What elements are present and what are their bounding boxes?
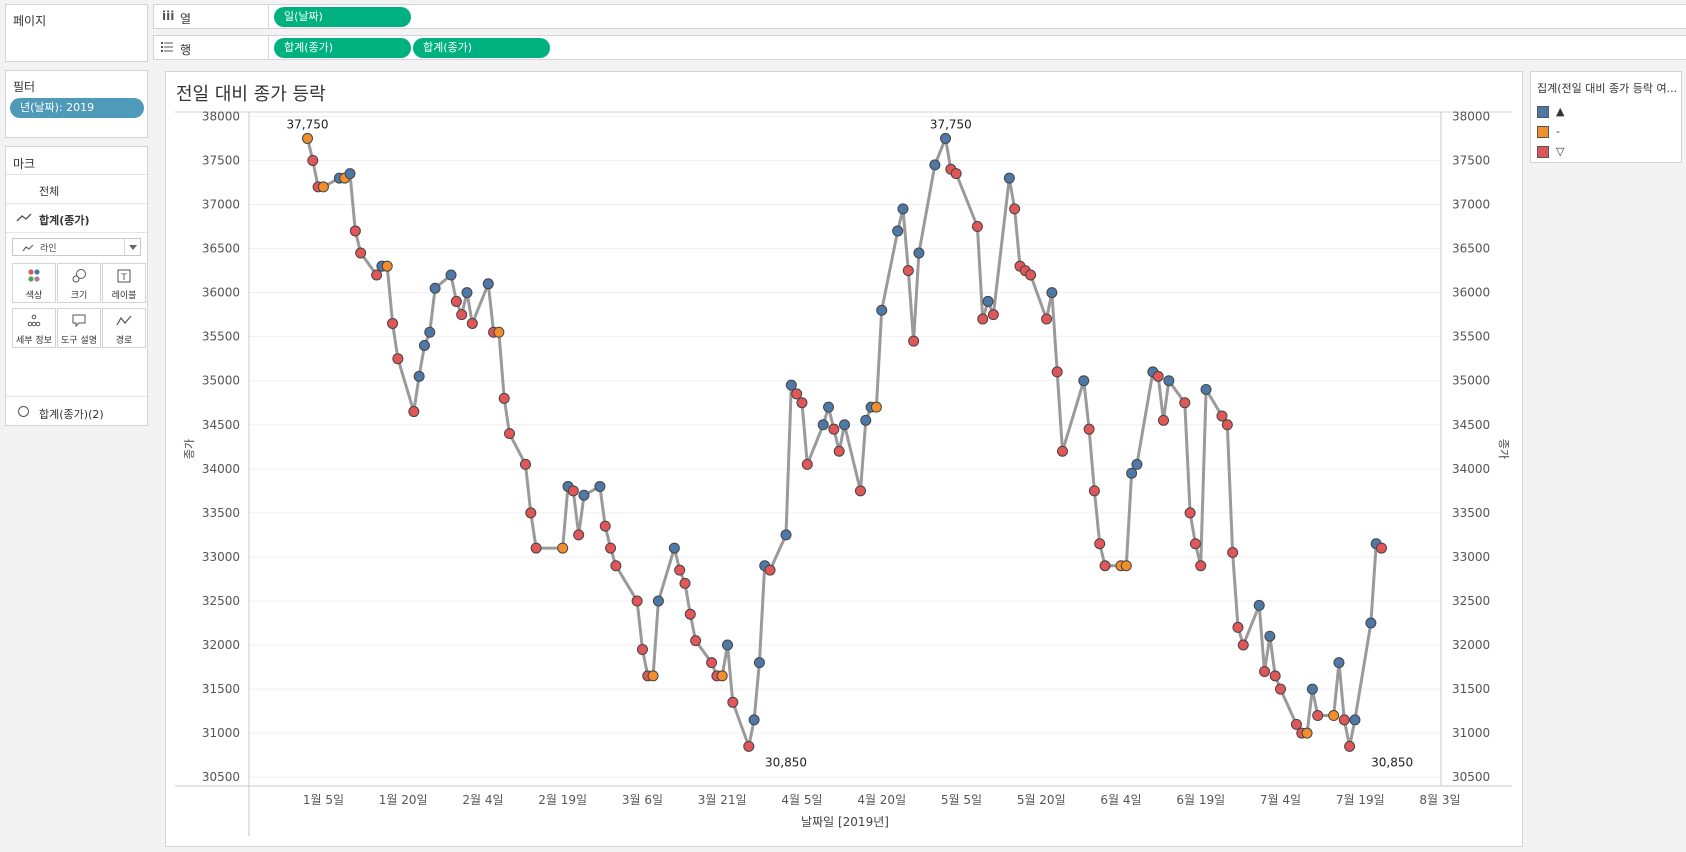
legend-swatch-down	[1537, 146, 1549, 158]
tooltip-icon	[58, 313, 100, 333]
list-icon	[161, 41, 173, 53]
legend-label-up: ▲	[1556, 105, 1565, 118]
line-icon	[16, 212, 32, 226]
rows-shelf[interactable]: 행 합계(종가) 합계(종가)	[153, 35, 1686, 60]
mark-type-select[interactable]: 라인	[12, 238, 141, 256]
filters-card: 필터 년(날짜): 2019	[5, 70, 148, 138]
marks-tab-series2-label: 합계(종가)(2)	[39, 408, 104, 421]
chevron-down-icon	[129, 245, 137, 250]
filters-title: 필터	[13, 80, 36, 94]
tooltip-button[interactable]: 도구 설명	[57, 308, 101, 348]
label-icon: T	[103, 268, 145, 288]
color-icon	[13, 268, 55, 288]
color-button-label: 색상	[25, 291, 43, 301]
legend-card: 집계(전일 대비 종가 등락 여... ▲ - ▽	[1530, 71, 1682, 163]
columns-label: 열	[180, 12, 192, 26]
label-button-label: 레이블	[111, 291, 137, 301]
columns-icon: iii	[162, 9, 175, 23]
legend-item-flat[interactable]: -	[1537, 125, 1677, 141]
rows-pill-close-2[interactable]: 합계(종가)	[413, 38, 550, 58]
legend-title: 집계(전일 대비 종가 등락 여...	[1537, 82, 1678, 95]
path-icon	[103, 313, 145, 333]
columns-pill-date[interactable]: 일(날짜)	[274, 7, 411, 27]
chart-title: 전일 대비 종가 등락	[176, 84, 326, 105]
rows-pill-close-1[interactable]: 합계(종가)	[274, 38, 411, 58]
tooltip-button-label: 도구 설명	[61, 336, 97, 346]
legend-label-flat: -	[1556, 125, 1560, 138]
filter-pill-year[interactable]: 년(날짜): 2019	[10, 98, 144, 118]
marks-tab-all[interactable]: 전체	[6, 174, 147, 203]
detail-button-label: 세부 정보	[16, 336, 52, 346]
detail-button[interactable]: 세부 정보	[12, 308, 56, 348]
marks-tab-all-label: 전체	[39, 185, 60, 198]
marks-title: 마크	[13, 157, 36, 171]
circle-icon	[18, 406, 29, 417]
marks-tab-series1[interactable]: 합계(종가)	[6, 203, 147, 233]
mark-type-value: 라인	[40, 244, 57, 254]
legend-swatch-flat	[1537, 126, 1549, 138]
legend-item-up[interactable]: ▲	[1537, 105, 1677, 121]
marks-card: 마크 전체 합계(종가) 라인 색상 크기 T 레이블	[5, 146, 148, 426]
chart-panel: 전일 대비 종가 등락	[165, 71, 1523, 847]
marks-tab-series1-label: 합계(종가)	[39, 214, 90, 227]
size-button[interactable]: 크기	[57, 263, 101, 303]
path-button-label: 경로	[115, 336, 133, 346]
size-icon	[58, 268, 100, 288]
rows-label: 행	[180, 43, 192, 57]
color-button[interactable]: 색상	[12, 263, 56, 303]
legend-item-down[interactable]: ▽	[1537, 145, 1677, 161]
legend-swatch-up	[1537, 106, 1549, 118]
legend-label-down: ▽	[1556, 145, 1565, 158]
detail-icon	[13, 313, 55, 333]
mark-type-line-icon	[22, 242, 34, 256]
pages-title: 페이지	[13, 14, 47, 28]
label-button[interactable]: T 레이블	[102, 263, 146, 303]
marks-tab-series2[interactable]: 합계(종가)(2)	[6, 396, 147, 426]
columns-shelf[interactable]: iii 열 일(날짜)	[153, 4, 1686, 29]
svg-text:T: T	[120, 273, 127, 283]
path-button[interactable]: 경로	[102, 308, 146, 348]
pages-shelf[interactable]: 페이지	[5, 4, 148, 62]
size-button-label: 크기	[70, 291, 88, 301]
